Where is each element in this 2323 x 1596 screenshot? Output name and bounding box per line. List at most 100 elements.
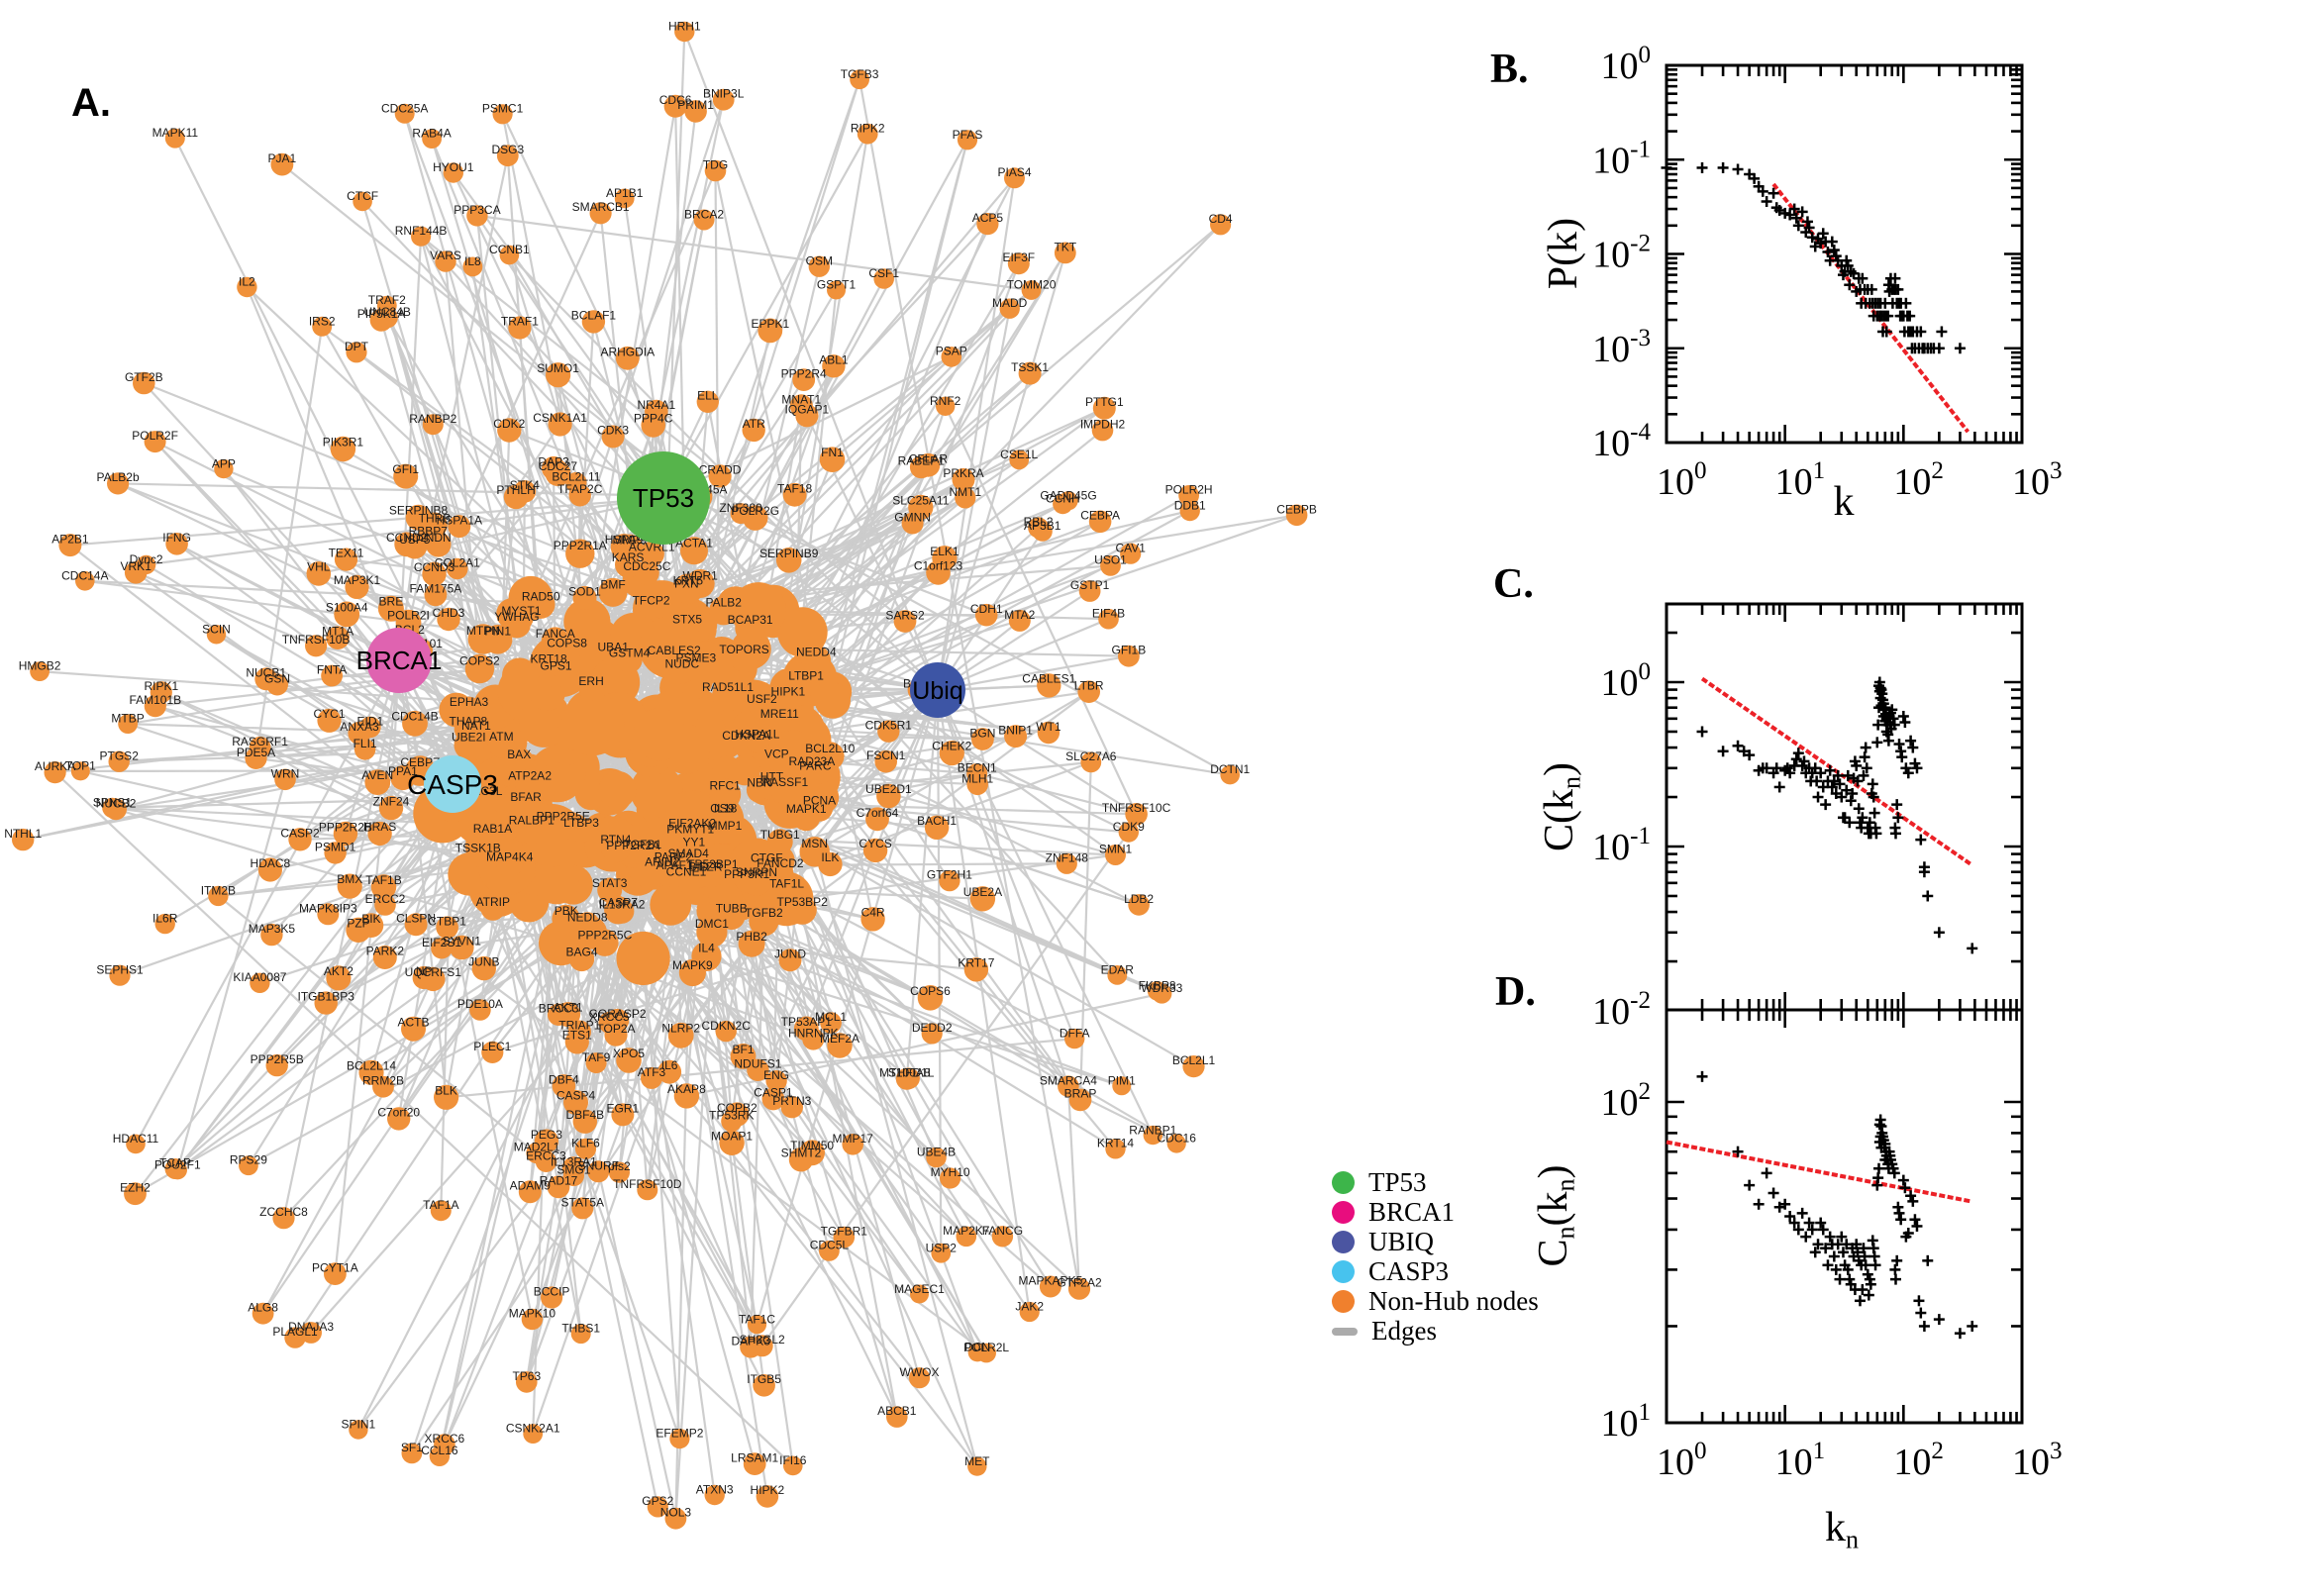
hub-label-ubiq: Ubiq (912, 677, 962, 705)
network-node-label: PFAS (953, 128, 983, 142)
network-node-label: IL8 (464, 254, 481, 268)
svg-text:103: 103 (2012, 457, 2063, 503)
network-node (616, 647, 643, 673)
network-node (447, 557, 468, 580)
network-node (730, 503, 752, 525)
network-node (747, 1315, 767, 1335)
legend-item-edges: Edges (1332, 1316, 1539, 1346)
network-node (443, 162, 463, 183)
network-node-label: PIP5K1A (357, 307, 406, 321)
network-node (664, 1507, 687, 1530)
network-node (1080, 751, 1102, 773)
network-node-label: LTBP3 (563, 816, 599, 830)
network-node (775, 548, 802, 573)
network-node (598, 770, 637, 809)
network-node-label: CHD3 (433, 606, 465, 620)
network-node (496, 850, 524, 878)
legend-label: BRCA1 (1368, 1197, 1456, 1227)
network-node-label: COPS6 (910, 984, 951, 998)
network-node-label: BCLAF1 (571, 309, 617, 323)
network-node-label: TDG (703, 158, 728, 172)
network-node-label: TAF1B (365, 873, 401, 887)
panel-d-label: D. (1495, 969, 1536, 1015)
hub-label-tp53: TP53 (633, 483, 694, 513)
hub-node-casp3 (424, 755, 481, 813)
hub-label-brca1: BRCA1 (356, 646, 443, 675)
network-node-label: TNFRSF10B (282, 633, 351, 647)
network-nodes (12, 21, 1308, 1530)
fit-line (1666, 1140, 1971, 1204)
network-node (353, 191, 372, 212)
network-node-label: NOL3 (660, 1506, 692, 1520)
network-node-label: PSMC1 (482, 102, 524, 116)
network-node-label: TNFRSF10C (1102, 801, 1171, 815)
network-node-label: PDE5A (237, 746, 275, 759)
network-node-label: TP63 (512, 1369, 541, 1383)
network-node-label: BCCIP (534, 1284, 570, 1298)
svg-text:10-1: 10-1 (1592, 136, 1651, 181)
network-node (709, 596, 739, 626)
network-node-label: PPP2R4 (781, 366, 827, 380)
network-node-label: GTF2H1 (927, 868, 972, 882)
network-node (165, 533, 188, 555)
network-node (1004, 167, 1025, 189)
network-node-label: BECN1 (958, 761, 997, 775)
network-node (774, 685, 802, 713)
network-node-label: POLR2F (132, 429, 178, 443)
network-node (496, 145, 519, 167)
network-node-label: RAD50 (522, 590, 560, 604)
network-node-label: CD4 (1209, 212, 1233, 226)
network-node-label: TRAF1 (501, 315, 539, 329)
svg-text:10-3: 10-3 (1592, 325, 1651, 370)
network-node-label: GSTP1 (1070, 578, 1110, 592)
network-node-label: HSPA9 (605, 533, 644, 547)
network-node (536, 653, 561, 678)
network-node (820, 1012, 842, 1034)
network-node-label: ERH (578, 674, 603, 688)
network-node (421, 966, 446, 992)
network-node-label: AURKA (35, 759, 75, 773)
network-node (952, 467, 975, 491)
network-node-label: BACH1 (917, 814, 957, 828)
network-node (404, 913, 428, 937)
network-node-label: SHMT2 (781, 1147, 822, 1160)
network-node (567, 1020, 591, 1044)
network-node-label: SPIN1 (342, 1418, 376, 1432)
network-node (570, 1324, 591, 1345)
network-node-label: DCTN1 (1210, 762, 1250, 776)
network-node (1007, 252, 1030, 275)
network-node-label: ERCC3 (526, 1149, 566, 1163)
network-node-label: FAM101B (129, 693, 181, 707)
network-node-label: FN1 (821, 446, 844, 459)
network-node (378, 795, 404, 821)
network-node (1039, 1275, 1061, 1298)
network-node-label: MSN (801, 837, 828, 850)
network-node (616, 534, 644, 561)
network-node (765, 1070, 787, 1092)
network-node-label: RAB1A (473, 822, 512, 836)
network-node-label: S100A4 (326, 600, 368, 614)
network-node-label: TGFB3 (841, 67, 879, 81)
network-hubs: TP53 BRCA1 Ubiq CASP3 (356, 451, 965, 813)
network-node-label: CDC16 (1158, 1132, 1197, 1146)
network-node-label: DCN (964, 1341, 990, 1354)
network-node (598, 577, 628, 607)
network-node-label: PRTN3 (772, 1094, 811, 1108)
network-node (842, 1134, 863, 1155)
network-node-label: PPP3CA (454, 203, 500, 217)
network-node-label: FANCD2 (757, 856, 804, 870)
network-node-label: COL2A1 (435, 556, 480, 570)
network-node-label: ZNF24 (373, 794, 410, 808)
network-node-label: MRE11 (760, 707, 799, 721)
network-node-label: CDKN2A (722, 729, 770, 743)
network-node-label: MLH1 (961, 771, 993, 785)
network-node-label: COPS2 (459, 654, 500, 668)
network-node (766, 829, 793, 855)
network-node (684, 100, 707, 123)
network-node-label: ARHGDIA (600, 345, 655, 358)
network-node (154, 913, 175, 935)
network-node (966, 763, 988, 784)
network-node-label: MEF2A (820, 1032, 859, 1046)
network-node-label: PZP (347, 916, 369, 930)
network-node-label: CTCF (347, 189, 378, 203)
